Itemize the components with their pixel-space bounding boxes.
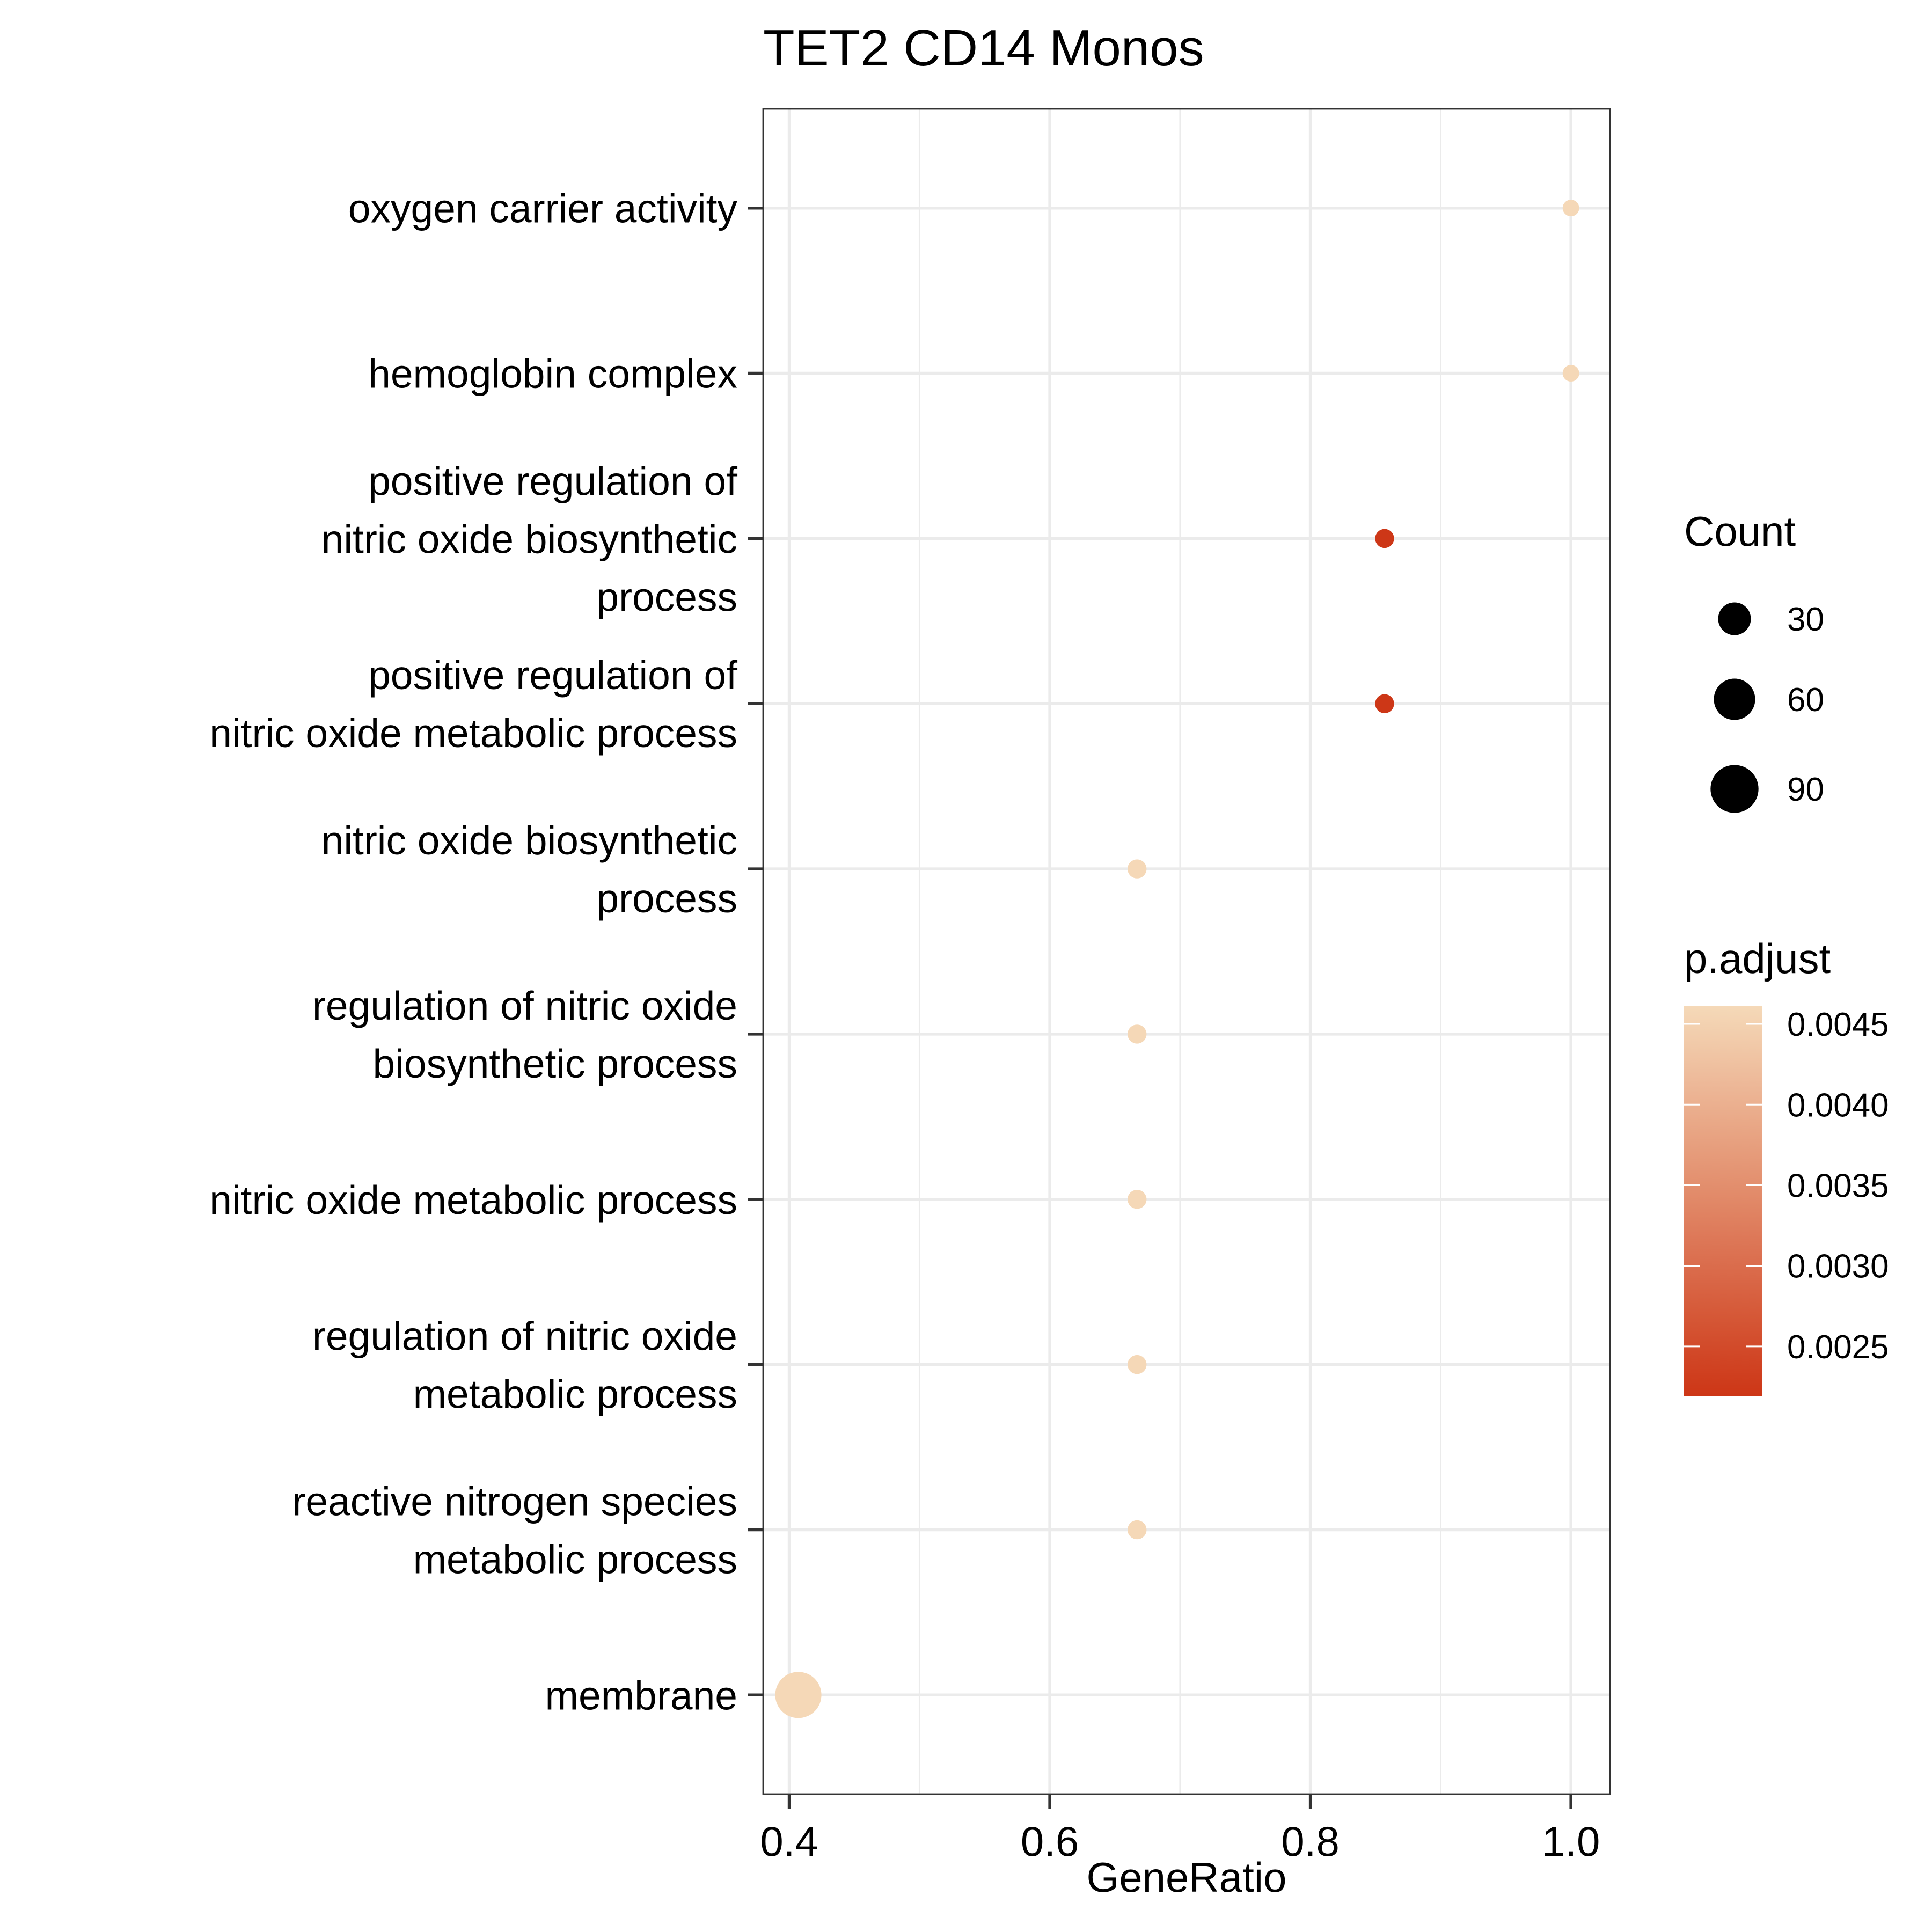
- data-point: [1128, 1024, 1147, 1044]
- count-legend-label: 30: [1787, 601, 1824, 638]
- y-tick-label: regulation of nitric oxide metabolic proc…: [312, 1314, 737, 1417]
- p-adjust-legend-label: 0.0045: [1787, 1006, 1889, 1043]
- x-tick-label: 0.4: [760, 1818, 818, 1865]
- data-point: [1128, 859, 1147, 879]
- y-tick-label: hemoglobin complex: [368, 352, 737, 397]
- data-points: [775, 200, 1579, 1718]
- y-tick-label: membrane: [545, 1673, 737, 1718]
- count-legend-label: 90: [1787, 771, 1824, 808]
- data-point: [1562, 200, 1579, 217]
- y-tick-label: nitric oxide biosynthetic process: [321, 818, 737, 921]
- y-tick-label: reactive nitrogen species metabolic proce…: [292, 1479, 737, 1582]
- y-tick-label: positive regulation of nitric oxide biosy…: [321, 458, 738, 619]
- x-tick-label: 0.8: [1281, 1818, 1339, 1865]
- count-legend-key: [1710, 765, 1759, 813]
- p-adjust-legend-label: 0.0030: [1787, 1248, 1889, 1285]
- y-tick-label: oxygen carrier activity: [348, 186, 738, 231]
- chart-title: TET2 CD14 Monos: [763, 19, 1204, 77]
- p-adjust-legend-label: 0.0035: [1787, 1167, 1889, 1204]
- data-point: [1128, 1355, 1147, 1374]
- data-point: [1128, 1190, 1147, 1209]
- data-point: [775, 1672, 822, 1718]
- x-axis: 0.4 0.6 0.8 1.0: [760, 1794, 1600, 1865]
- p-adjust-legend: p.adjust 0.0045 0.0040 0.0035 0.0030 0.0025: [1684, 935, 1889, 1396]
- y-axis: oxygen carrier activity hemoglobin comple…: [209, 186, 763, 1718]
- data-point: [1375, 529, 1394, 548]
- count-legend-key: [1714, 678, 1755, 720]
- p-adjust-legend-title: p.adjust: [1684, 935, 1831, 982]
- data-point: [1562, 365, 1579, 382]
- data-point: [1128, 1520, 1147, 1540]
- y-tick-label: positive regulation of nitric oxide metab…: [209, 653, 737, 756]
- count-legend-key: [1718, 602, 1751, 635]
- p-adjust-legend-label: 0.0040: [1787, 1087, 1889, 1124]
- x-tick-label: 1.0: [1542, 1818, 1600, 1865]
- x-axis-title: GeneRatio: [1087, 1854, 1287, 1901]
- p-adjust-legend-label: 0.0025: [1787, 1329, 1889, 1366]
- y-tick-label: regulation of nitric oxide biosynthetic p…: [312, 983, 737, 1086]
- p-adjust-colorbar: [1684, 1006, 1762, 1396]
- panel-border: [762, 108, 1611, 1795]
- y-tick-label: nitric oxide metabolic process: [209, 1177, 737, 1223]
- count-legend: Count 30 60 90: [1684, 508, 1824, 813]
- count-legend-label: 60: [1787, 682, 1824, 719]
- grid-lines: [763, 109, 1610, 1794]
- count-legend-title: Count: [1684, 508, 1796, 555]
- x-tick-label: 0.6: [1021, 1818, 1079, 1865]
- data-point: [1375, 694, 1394, 713]
